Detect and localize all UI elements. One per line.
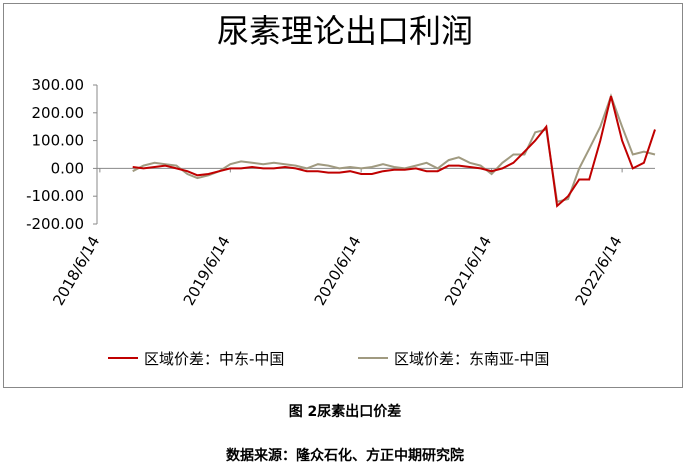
source: 数据来源：隆众石化、方正中期研究院 <box>226 447 464 464</box>
legend-label: 区域价差：东南亚-中国 <box>394 350 549 368</box>
caption: 图 2尿素出口价差 <box>289 403 402 420</box>
y-tick-label: 100.00 <box>32 132 85 150</box>
x-tick-label: 2021/6/14 <box>441 233 495 309</box>
x-tick-label: 2020/6/14 <box>311 233 365 309</box>
x-tick-label: 2019/6/14 <box>180 233 234 309</box>
chart-title: 尿素理论出口利润 <box>217 12 473 50</box>
y-tick-label: -100.00 <box>26 187 84 205</box>
y-tick-label: 0.00 <box>51 159 84 177</box>
line-series <box>132 95 656 208</box>
y-tick-label: 200.00 <box>32 104 85 122</box>
y-tick-label: 300.00 <box>32 76 85 94</box>
y-tick-label: -200.00 <box>26 215 84 233</box>
x-tick-label: 2022/6/14 <box>572 233 626 309</box>
legend-label: 区域价差：中东-中国 <box>144 350 284 368</box>
chart-frame <box>3 3 683 388</box>
x-tick-label: 2018/6/14 <box>49 233 103 309</box>
line-series <box>132 93 656 204</box>
